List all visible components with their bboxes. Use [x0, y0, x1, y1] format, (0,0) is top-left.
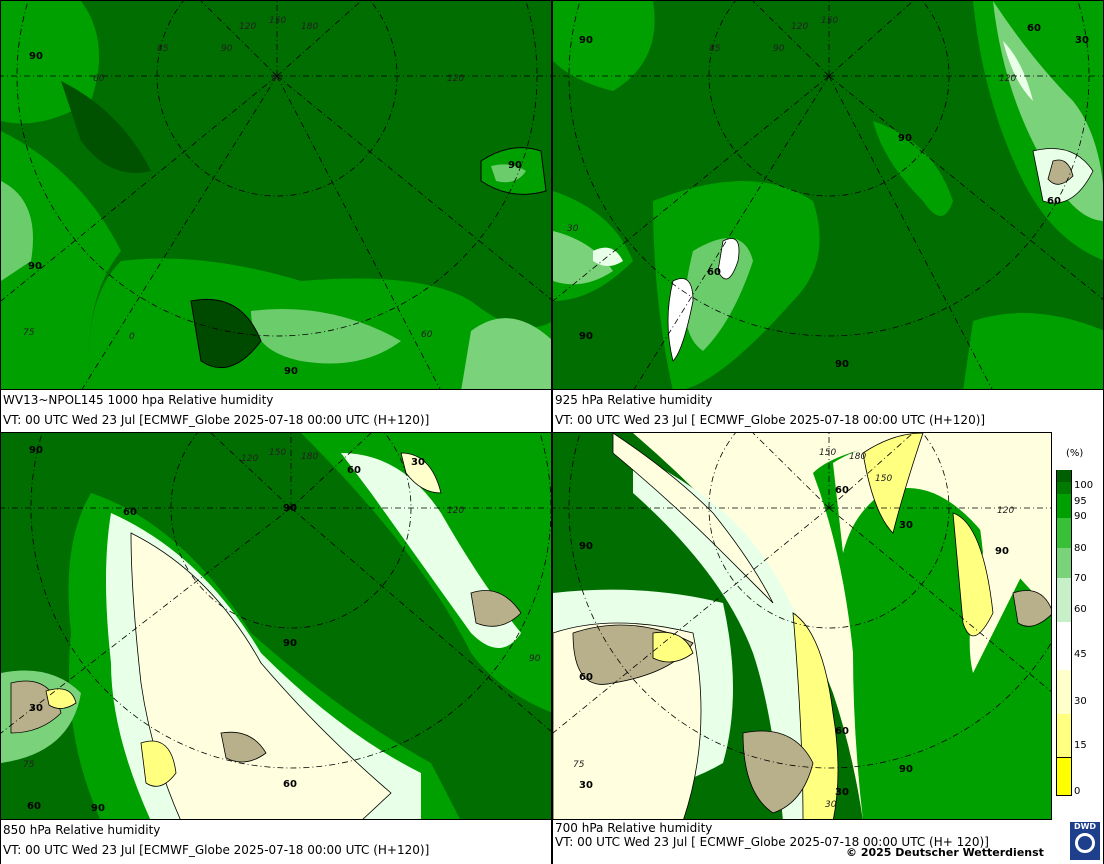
contour-label: 30	[29, 703, 43, 714]
caption-title: WV13~NPOL145 1000 hpa Relative humidity	[3, 393, 274, 407]
contour-label: 60	[283, 779, 297, 790]
legend-level: 15	[1074, 740, 1087, 751]
logo-text: DWD	[1073, 822, 1097, 831]
svg-text:120: 120	[239, 22, 256, 32]
legend-level: 80	[1074, 543, 1087, 554]
contour-label: 90	[29, 51, 43, 62]
svg-text:180: 180	[849, 452, 866, 462]
legend-level: 30	[1074, 696, 1087, 707]
caption-title: 850 hPa Relative humidity	[3, 823, 161, 837]
caption-valid-time: VT: 00 UTC Wed 23 Jul [ ECMWF_Globe 2025…	[555, 835, 989, 849]
contour-label: 60	[1027, 23, 1041, 34]
legend-level: 60	[1074, 604, 1087, 615]
contour-label: 90	[283, 503, 297, 514]
contour-label: 30	[411, 457, 425, 468]
caption-valid-time: VT: 00 UTC Wed 23 Jul [ ECMWF_Globe 2025…	[555, 413, 986, 427]
caption-700hpa: 700 hPa Relative humidity VT: 00 UTC Wed…	[552, 820, 1104, 864]
svg-text:120: 120	[997, 506, 1014, 516]
map-panel-925hpa: 150 120 90 85 120 30 90 60 30 90 60 90 90 6…	[552, 0, 1104, 390]
contour-label: 90	[835, 359, 849, 370]
contour-label: 90	[579, 35, 593, 46]
contour-label: 90	[579, 541, 593, 552]
contour-label: 30	[899, 520, 913, 531]
contour-label: 90	[508, 160, 522, 171]
map-panel-850hpa: 150 180 120 120 75 90 90 60 90 30 60 90 30 …	[0, 432, 552, 820]
contour-label: 30	[579, 780, 593, 791]
legend-level: 100	[1074, 480, 1094, 491]
map-925hpa: 150 120 90 85 120 30 90 60 30 90 60 90 90 6…	[553, 1, 1103, 389]
svg-text:150: 150	[269, 448, 286, 458]
contour-label: 60	[123, 507, 137, 518]
caption-title: 925 hPa Relative humidity	[555, 393, 713, 407]
svg-text:60: 60	[93, 74, 105, 84]
contour-label: 60	[347, 465, 361, 476]
svg-text:60: 60	[707, 267, 721, 278]
contour-label: 90	[28, 261, 42, 272]
contour-label: 60	[421, 330, 433, 340]
swirl-icon	[1075, 833, 1095, 853]
svg-text:90: 90	[773, 44, 785, 54]
contour-label: 60	[27, 801, 41, 812]
dwd-logo: DWD	[1070, 822, 1100, 860]
map-panel-1000hpa: 150 180 120 90 85 60 90 120 0 75 90 90 90 90 …	[0, 0, 552, 390]
copyright-text: © 2025 Deutscher Wetterdienst	[846, 846, 1044, 859]
svg-text:120: 120	[999, 74, 1016, 84]
legend-level: 70	[1074, 573, 1087, 584]
contour-label: 90	[899, 764, 913, 775]
svg-text:90: 90	[221, 44, 233, 54]
contour-label: 90	[284, 366, 298, 377]
svg-text:180: 180	[301, 452, 318, 462]
contour-label: 60	[1047, 196, 1061, 207]
caption-1000hpa: WV13~NPOL145 1000 hpa Relative humidity …	[0, 390, 552, 432]
svg-text:75: 75	[573, 760, 585, 770]
legend-level: 45	[1074, 649, 1087, 660]
map-panel-700hpa: 150 180 150 120 75 30 90 60 30 90 60 30 90 …	[552, 432, 1052, 820]
svg-text:90: 90	[529, 654, 541, 664]
svg-text:75: 75	[23, 760, 35, 770]
caption-850hpa: 850 hPa Relative humidity VT: 00 UTC Wed…	[0, 820, 552, 864]
svg-text:150: 150	[269, 16, 286, 26]
contour-label: 90	[579, 331, 593, 342]
svg-text:85: 85	[157, 44, 169, 54]
svg-text:150: 150	[875, 474, 892, 484]
contour-label: 60	[835, 726, 849, 737]
caption-925hpa: 925 hPa Relative humidity VT: 00 UTC Wed…	[552, 390, 1104, 432]
svg-text:30: 30	[825, 800, 837, 810]
svg-text:120: 120	[241, 454, 258, 464]
svg-text:75: 75	[23, 328, 35, 338]
contour-label: 90	[29, 445, 43, 456]
humidity-legend: (%) 100 95 90 80 70 60 45 30 15 0	[1054, 448, 1102, 803]
contour-label: 30	[835, 787, 849, 798]
contour-label: 90	[898, 133, 912, 144]
svg-text:85: 85	[709, 44, 721, 54]
legend-level: 0	[1074, 786, 1081, 797]
contour-label: 60	[835, 485, 849, 496]
contour-label: 90	[995, 546, 1009, 557]
svg-text:180: 180	[301, 22, 318, 32]
svg-text:120: 120	[447, 506, 464, 516]
contour-label: 30	[1075, 35, 1089, 46]
caption-valid-time: VT: 00 UTC Wed 23 Jul [ECMWF_Globe 2025-…	[3, 843, 430, 857]
contour-label: 90	[91, 803, 105, 814]
contour-label: 90	[283, 638, 297, 649]
caption-title: 700 hPa Relative humidity	[555, 821, 713, 835]
svg-text:150: 150	[821, 16, 838, 26]
svg-text:120: 120	[791, 22, 808, 32]
svg-text:120: 120	[447, 74, 464, 84]
legend-unit: (%)	[1066, 448, 1084, 459]
svg-text:150: 150	[819, 448, 836, 458]
svg-text:0: 0	[129, 332, 135, 342]
svg-text:30: 30	[567, 224, 579, 234]
legend-level: 90	[1074, 511, 1087, 522]
svg-text:90: 90	[271, 74, 283, 84]
caption-valid-time: VT: 00 UTC Wed 23 Jul [ECMWF_Globe 2025-…	[3, 413, 430, 427]
legend-level: 95	[1074, 496, 1087, 507]
contour-label: 60	[579, 672, 593, 683]
